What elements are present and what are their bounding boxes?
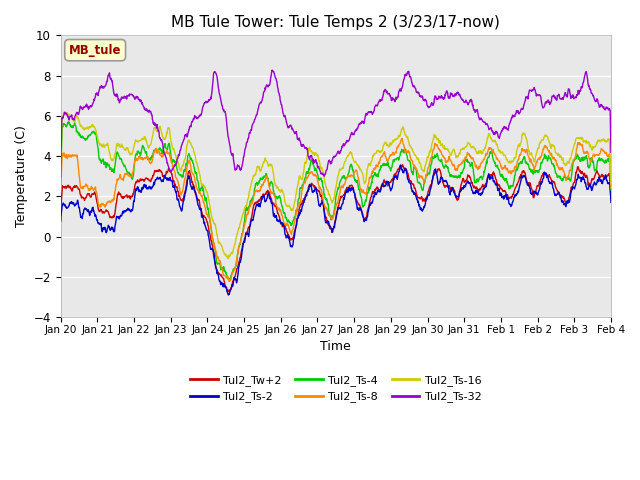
Tul2_Ts-32 bbox=[57, 174, 65, 180]
Tul2_Tw+2 bbox=[57, 208, 65, 214]
X-axis label: Time: Time bbox=[321, 340, 351, 353]
Tul2_Ts-4 bbox=[291, 214, 299, 220]
Tul2_Ts-4 bbox=[607, 187, 615, 193]
Tul2_Ts-32 bbox=[607, 149, 615, 155]
Title: MB Tule Tower: Tule Temps 2 (3/23/17-now): MB Tule Tower: Tule Temps 2 (3/23/17-now… bbox=[172, 15, 500, 30]
Tul2_Ts-2 bbox=[312, 184, 319, 190]
Tul2_Ts-8 bbox=[371, 167, 378, 173]
Tul2_Ts-32 bbox=[268, 67, 276, 73]
Line: Tul2_Tw+2: Tul2_Tw+2 bbox=[61, 165, 611, 292]
Tul2_Tw+2 bbox=[607, 196, 615, 202]
Tul2_Ts-16 bbox=[57, 170, 65, 176]
Y-axis label: Temperature (C): Temperature (C) bbox=[15, 125, 28, 227]
Tul2_Ts-4 bbox=[122, 166, 130, 172]
Tul2_Ts-16 bbox=[100, 141, 108, 147]
Tul2_Ts-16 bbox=[291, 198, 299, 204]
Tul2_Ts-32 bbox=[291, 130, 298, 136]
Tul2_Ts-16 bbox=[607, 181, 615, 187]
Tul2_Ts-2 bbox=[122, 209, 129, 215]
Tul2_Ts-32 bbox=[99, 84, 107, 90]
Tul2_Tw+2 bbox=[312, 186, 319, 192]
Legend: Tul2_Tw+2, Tul2_Ts-2, Tul2_Ts-4, Tul2_Ts-8, Tul2_Ts-16, Tul2_Ts-32: Tul2_Tw+2, Tul2_Ts-2, Tul2_Ts-4, Tul2_Ts… bbox=[186, 371, 486, 407]
Tul2_Ts-8 bbox=[227, 278, 234, 284]
Tul2_Tw+2 bbox=[223, 289, 231, 295]
Tul2_Tw+2 bbox=[122, 193, 129, 199]
Tul2_Ts-2 bbox=[607, 200, 615, 205]
Tul2_Ts-16 bbox=[224, 256, 232, 262]
Tul2_Tw+2 bbox=[399, 162, 406, 168]
Tul2_Ts-4 bbox=[225, 278, 233, 284]
Tul2_Ts-4 bbox=[65, 119, 72, 125]
Tul2_Ts-8 bbox=[122, 171, 129, 177]
Tul2_Tw+2 bbox=[291, 228, 298, 234]
Tul2_Ts-8 bbox=[302, 178, 310, 183]
Tul2_Tw+2 bbox=[371, 189, 378, 195]
Text: MB_tule: MB_tule bbox=[69, 44, 122, 57]
Tul2_Ts-8 bbox=[291, 219, 298, 225]
Tul2_Ts-4 bbox=[100, 159, 108, 165]
Tul2_Ts-8 bbox=[57, 189, 65, 194]
Tul2_Ts-16 bbox=[63, 110, 71, 116]
Tul2_Ts-2 bbox=[397, 162, 404, 168]
Tul2_Ts-2 bbox=[291, 233, 298, 239]
Tul2_Ts-16 bbox=[303, 160, 310, 166]
Tul2_Ts-4 bbox=[312, 167, 320, 172]
Tul2_Ts-2 bbox=[99, 225, 107, 230]
Tul2_Ts-32 bbox=[371, 108, 378, 113]
Tul2_Ts-16 bbox=[371, 151, 378, 157]
Line: Tul2_Ts-4: Tul2_Ts-4 bbox=[61, 122, 611, 281]
Tul2_Ts-2 bbox=[371, 193, 378, 199]
Tul2_Ts-4 bbox=[371, 172, 378, 178]
Tul2_Tw+2 bbox=[99, 209, 107, 215]
Tul2_Ts-8 bbox=[99, 201, 107, 207]
Line: Tul2_Ts-16: Tul2_Ts-16 bbox=[61, 113, 611, 259]
Tul2_Ts-2 bbox=[57, 218, 65, 224]
Tul2_Ts-32 bbox=[312, 156, 319, 162]
Tul2_Ts-32 bbox=[122, 94, 129, 100]
Tul2_Ts-32 bbox=[302, 144, 310, 150]
Tul2_Ts-2 bbox=[225, 292, 232, 298]
Line: Tul2_Ts-32: Tul2_Ts-32 bbox=[61, 70, 611, 177]
Tul2_Ts-4 bbox=[303, 170, 310, 176]
Tul2_Ts-16 bbox=[122, 146, 130, 152]
Tul2_Tw+2 bbox=[302, 192, 310, 198]
Tul2_Ts-8 bbox=[312, 173, 319, 179]
Tul2_Ts-4 bbox=[57, 178, 65, 183]
Tul2_Ts-8 bbox=[607, 185, 615, 191]
Tul2_Ts-8 bbox=[398, 135, 406, 141]
Tul2_Ts-2 bbox=[302, 192, 310, 197]
Line: Tul2_Ts-8: Tul2_Ts-8 bbox=[61, 138, 611, 281]
Tul2_Ts-16 bbox=[312, 151, 320, 156]
Line: Tul2_Ts-2: Tul2_Ts-2 bbox=[61, 165, 611, 295]
